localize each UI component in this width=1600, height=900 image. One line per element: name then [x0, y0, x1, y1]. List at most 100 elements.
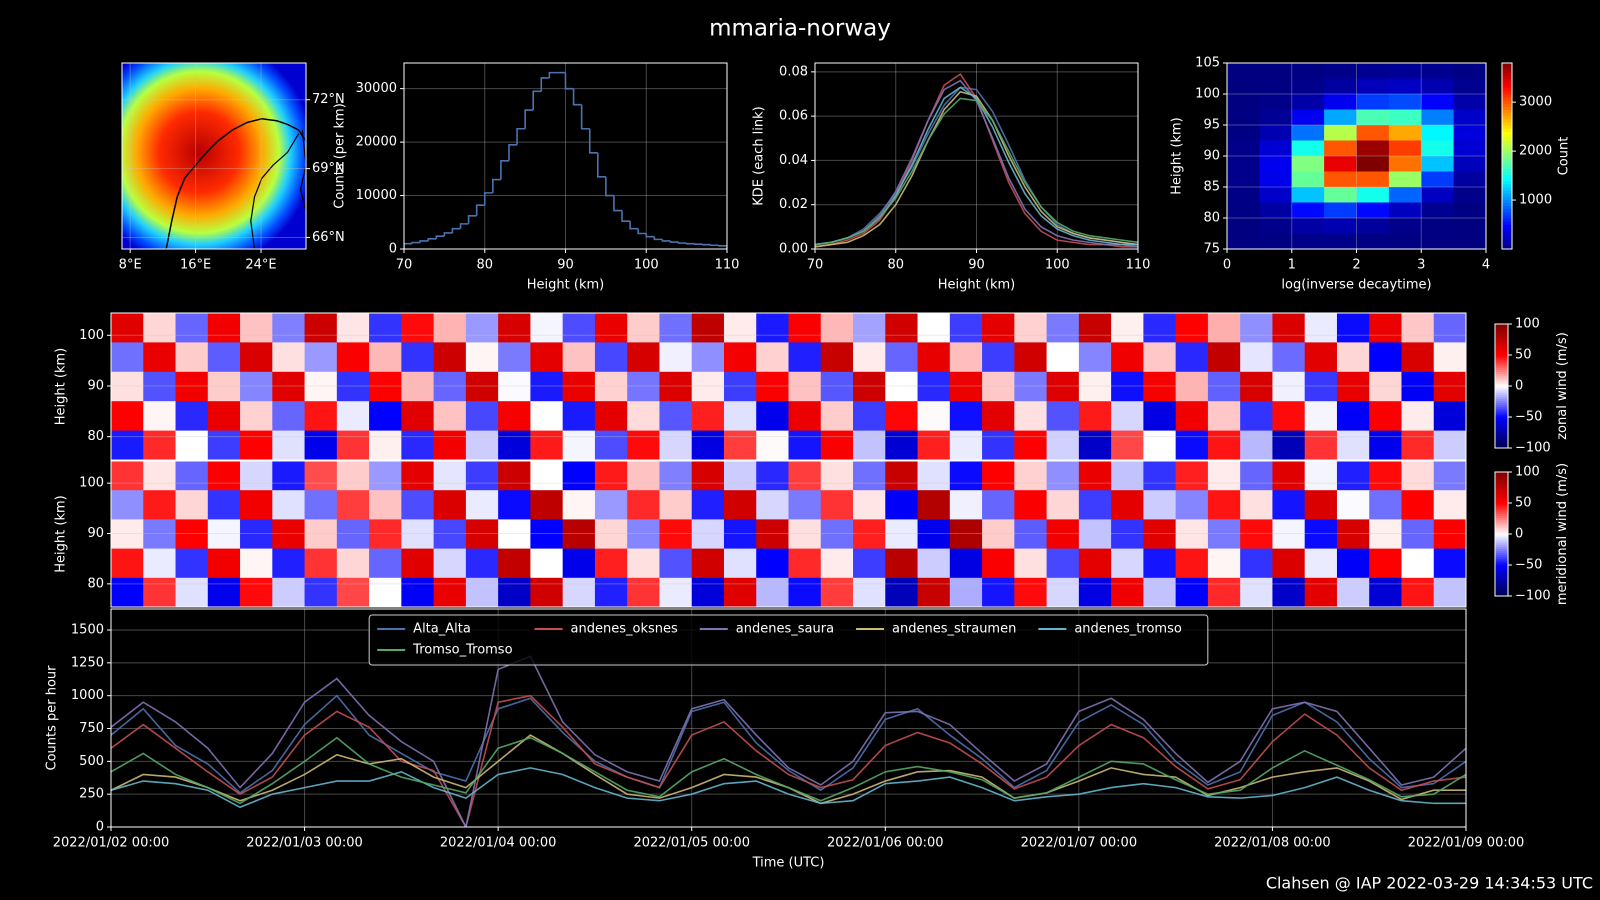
heatmap-cell: [1304, 519, 1338, 550]
heatmap-cell: [885, 577, 919, 607]
y-tick-label: 0: [96, 820, 104, 835]
heatmap-cell: [820, 461, 854, 491]
colorbar-step: [1495, 575, 1508, 578]
heatmap-cell: [562, 490, 596, 520]
x-tick-label: 2022/01/07 00:00: [1021, 836, 1138, 851]
heatmap-cell: [1240, 313, 1274, 343]
heatmap-cell: [1369, 577, 1403, 607]
colorbar-step: [1495, 328, 1508, 331]
colorbar-step: [1502, 131, 1512, 135]
heatmap-cell: [1433, 342, 1466, 373]
heatmap-cell: [1272, 401, 1306, 432]
heatmap-cell: [982, 461, 1015, 491]
heatmap-cell: [1259, 218, 1293, 235]
heatmap-cell: [207, 548, 241, 579]
colorbar-step: [1502, 156, 1512, 160]
heatmap-cell: [1291, 109, 1325, 126]
legend-label: Tromso_Tromso: [412, 643, 512, 658]
heatmap-cell: [1078, 490, 1112, 520]
histogram-step: [677, 242, 687, 244]
x-tick-label: 1: [1288, 258, 1296, 273]
heatmap-cell: [594, 490, 628, 520]
heatmap-cell: [304, 519, 338, 550]
heatmap-cell: [756, 313, 790, 343]
heatmap-cell: [433, 430, 467, 460]
heatmap-cell: [143, 371, 177, 402]
heatmap-cell: [853, 313, 886, 343]
heatmap-cell: [111, 577, 144, 607]
colorbar-step: [1495, 472, 1508, 475]
heatmap-cell: [1078, 313, 1112, 343]
heatmap-cell: [885, 401, 919, 432]
heatmap-cell: [594, 577, 628, 607]
colorbar-step: [1495, 435, 1508, 439]
heatmap-cell: [1336, 371, 1370, 402]
heatmap-cell: [659, 371, 693, 402]
y-tick-label: 0.08: [779, 64, 808, 79]
heatmap-cell: [949, 342, 983, 373]
heatmap-cell: [1291, 140, 1325, 157]
heatmap-cell: [1207, 490, 1241, 520]
colorbar-step: [1502, 227, 1512, 231]
heatmap-cell: [1111, 577, 1144, 607]
heatmap-cell: [498, 430, 532, 460]
colorbar-step: [1495, 587, 1508, 591]
colorbar-step: [1495, 410, 1508, 414]
heatmap-cell: [401, 461, 435, 491]
heatmap-cell: [1356, 218, 1390, 235]
heatmap-cell: [433, 490, 467, 520]
x-tick-label: 8°E: [119, 258, 142, 273]
colorbar-step: [1495, 392, 1508, 395]
colorbar-step: [1502, 137, 1512, 141]
heatmap-cell: [1272, 430, 1306, 460]
heatmap-cell: [111, 519, 144, 550]
heatmap-cell: [594, 430, 628, 460]
heatmap-cell: [1014, 430, 1048, 460]
heatmap-cell: [1014, 371, 1048, 402]
heatmap-cell: [949, 313, 983, 343]
colorbar-step: [1495, 544, 1508, 547]
heatmap-cell: [1336, 490, 1370, 520]
heatmap-cell: [1240, 342, 1274, 373]
heatmap-cell: [1272, 577, 1306, 607]
heatmap-cell: [1291, 187, 1325, 204]
colorbar-step: [1502, 78, 1512, 83]
histogram-step: [588, 128, 598, 154]
heatmap-cell: [1175, 401, 1209, 432]
heatmap-cell: [1046, 461, 1080, 491]
heatmap-cell: [498, 577, 532, 607]
heatmap-cell: [1336, 548, 1370, 579]
heatmap-cell: [562, 577, 596, 607]
heatmap-cell: [1369, 490, 1403, 520]
colorbar-step: [1502, 134, 1512, 138]
heatmap-cell: [982, 577, 1015, 607]
heatmap-cell: [401, 313, 435, 343]
heatmap-cell: [562, 548, 596, 579]
colorbar-tick-label: −100: [1515, 589, 1551, 604]
heatmap-cell: [1388, 202, 1422, 219]
heatmap-cell: [1272, 548, 1306, 579]
heatmap-cell: [498, 519, 532, 550]
heatmap-cell: [369, 313, 402, 343]
y-tick-label: 20000: [356, 135, 397, 150]
heatmap-cell: [1369, 342, 1403, 373]
heatmap-cell: [240, 401, 273, 432]
heatmap-cell: [1143, 548, 1177, 579]
histogram-step: [653, 236, 663, 241]
colorbar-step: [1495, 425, 1508, 428]
histogram-step: [443, 232, 453, 237]
heatmap-cell: [1369, 430, 1403, 460]
colorbar-step: [1495, 400, 1508, 404]
colorbar-step: [1502, 121, 1512, 126]
colorbar-step: [1495, 421, 1508, 424]
heatmap-cell: [1433, 519, 1466, 550]
colorbar-step: [1502, 118, 1512, 123]
heatmap-cell: [1304, 577, 1338, 607]
heatmap-cell: [498, 371, 532, 402]
x-tick-label: 90: [968, 258, 985, 273]
heatmap-cell: [917, 490, 951, 520]
heatmap-cell: [1143, 401, 1177, 432]
heatmap-cell: [272, 401, 306, 432]
heatmap-cell: [1421, 233, 1455, 249]
heatmap-cell: [627, 313, 661, 343]
